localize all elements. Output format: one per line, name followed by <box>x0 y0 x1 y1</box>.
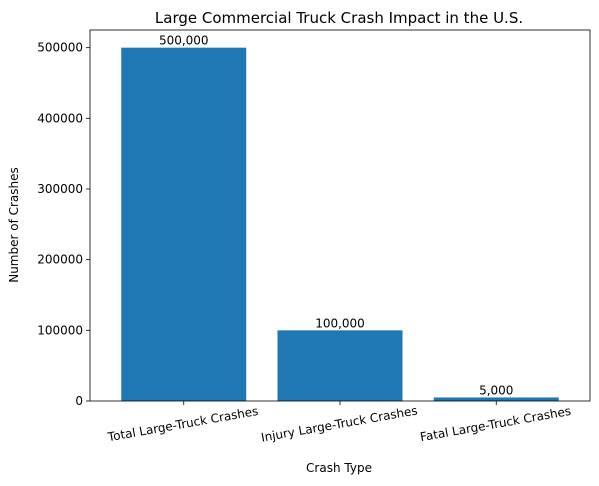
data-label: 5,000 <box>479 383 513 397</box>
y-tick-label: 300000 <box>37 182 83 196</box>
y-tick-label: 100000 <box>37 323 83 337</box>
chart-title: Large Commercial Truck Crash Impact in t… <box>155 9 523 27</box>
bar <box>277 330 403 401</box>
x-tick-label: Total Large-Truck Crashes <box>106 404 260 444</box>
y-tick-label: 400000 <box>37 111 83 125</box>
data-label: 500,000 <box>159 34 209 48</box>
plot-area: 0 100000 200000 300000 400000 500000 Total Lar… <box>37 29 591 445</box>
x-axis-label: Crash Type <box>306 461 372 475</box>
y-tick-label: 0 <box>75 394 83 408</box>
x-tick-label: Fatal Large-Truck Crashes <box>419 404 572 444</box>
bar <box>121 47 247 402</box>
x-tick-label: Injury Large-Truck Crashes <box>260 403 419 444</box>
y-axis-label: Number of Crashes <box>7 167 21 283</box>
data-label: 100,000 <box>315 316 365 330</box>
y-tick-label: 200000 <box>37 253 83 267</box>
bar <box>433 397 559 401</box>
y-tick-label: 500000 <box>37 41 83 55</box>
